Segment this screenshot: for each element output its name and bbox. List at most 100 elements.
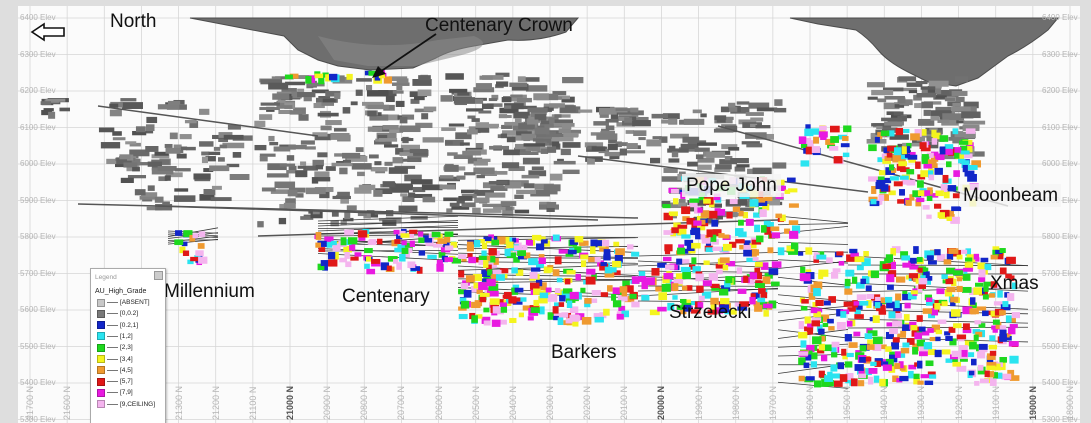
annotation-arrows — [30, 22, 437, 78]
development-drive — [330, 132, 350, 140]
northing-label: 21100 N — [247, 386, 258, 420]
grade-block — [698, 295, 705, 302]
development-drive — [510, 94, 523, 98]
development-drive — [129, 142, 141, 147]
grade-block — [976, 306, 987, 311]
development-drive — [774, 99, 783, 106]
grade-block — [798, 351, 809, 356]
grade-block — [844, 334, 852, 342]
grade-block — [995, 321, 1002, 329]
grade-block — [750, 293, 756, 301]
grade-block — [512, 297, 521, 302]
development-drive — [604, 151, 621, 157]
development-drive — [423, 106, 437, 112]
development-drive — [392, 157, 404, 164]
grade-block — [756, 235, 764, 243]
development-drive — [504, 181, 522, 189]
development-drive — [521, 174, 540, 179]
grade-block — [325, 74, 332, 82]
development-drive — [750, 117, 764, 122]
development-drive — [554, 114, 562, 118]
development-drive — [351, 163, 372, 170]
grade-block — [999, 356, 1007, 363]
development-drive — [451, 205, 470, 210]
grade-block — [478, 282, 486, 290]
grade-block — [921, 156, 930, 164]
grade-block — [914, 332, 923, 339]
grade-block — [760, 292, 768, 299]
grade-block — [673, 198, 679, 205]
grade-block — [928, 193, 939, 198]
development-drive — [109, 109, 122, 117]
grade-block — [591, 290, 601, 296]
grade-block — [547, 294, 558, 302]
grade-block — [511, 267, 518, 274]
development-drive — [218, 157, 225, 162]
legend-resize-handle[interactable] — [154, 271, 163, 280]
grade-block — [517, 297, 527, 302]
development-drive — [935, 106, 954, 111]
grade-block — [842, 152, 850, 158]
grade-block — [829, 145, 839, 151]
grade-block — [588, 257, 595, 263]
development-drive — [185, 146, 196, 151]
development-drive — [312, 159, 324, 167]
grade-block — [603, 308, 610, 316]
grade-block — [955, 153, 965, 160]
grade-block — [798, 136, 807, 144]
development-drive — [461, 202, 476, 208]
grade-block — [754, 261, 763, 267]
grade-block — [999, 325, 1007, 332]
grade-block — [383, 76, 393, 84]
development-drive — [312, 132, 328, 137]
development-drive — [399, 125, 421, 133]
development-drive — [504, 103, 524, 110]
grade-block — [808, 292, 816, 300]
grade-block — [872, 315, 880, 323]
grade-block — [364, 263, 370, 269]
grade-block — [999, 248, 1006, 253]
grade-block — [670, 189, 679, 194]
grade-block — [818, 328, 825, 335]
grade-legend[interactable]: Legend AU_High_Grade [ABSENT] [0,0.2] [0.2… — [90, 268, 166, 423]
development-drive — [516, 105, 537, 110]
drill-trace — [317, 248, 459, 255]
grade-block — [828, 296, 836, 303]
grade-block — [931, 129, 937, 137]
grade-block — [657, 306, 667, 312]
development-drive — [315, 164, 324, 170]
development-drive — [714, 115, 727, 120]
grade-block — [621, 310, 630, 318]
grade-block — [992, 246, 1000, 253]
grade-block — [696, 215, 707, 221]
development-drive — [273, 146, 291, 152]
development-drive — [517, 76, 526, 83]
development-drive — [501, 162, 520, 169]
grade-block — [960, 145, 968, 152]
grade-block — [931, 151, 939, 157]
grade-block — [969, 287, 977, 295]
grade-block — [963, 267, 973, 272]
development-drive — [41, 110, 52, 116]
grade-block — [554, 256, 562, 265]
grade-block — [594, 316, 604, 323]
development-drive — [615, 108, 636, 112]
grade-block — [506, 252, 517, 258]
grade-block — [859, 356, 866, 363]
long-section-view[interactable]: 6400 Elev 6300 Elev 6200 Elev 6100 Elev 6000… — [18, 6, 1080, 423]
grade-block — [948, 248, 959, 254]
development-drive — [514, 194, 524, 199]
grade-block — [1009, 324, 1018, 329]
grade-block — [691, 242, 701, 249]
grade-block — [1008, 341, 1019, 347]
grade-block — [934, 167, 943, 175]
grade-block — [332, 243, 341, 252]
legend-label: [3,4] — [120, 355, 133, 363]
grade-block — [908, 273, 919, 279]
grade-block — [752, 272, 763, 280]
grade-block — [625, 285, 634, 293]
grade-block — [898, 161, 907, 167]
development-drive — [314, 171, 330, 178]
northing-label: 20300 N — [545, 385, 555, 420]
development-drive — [715, 164, 732, 170]
